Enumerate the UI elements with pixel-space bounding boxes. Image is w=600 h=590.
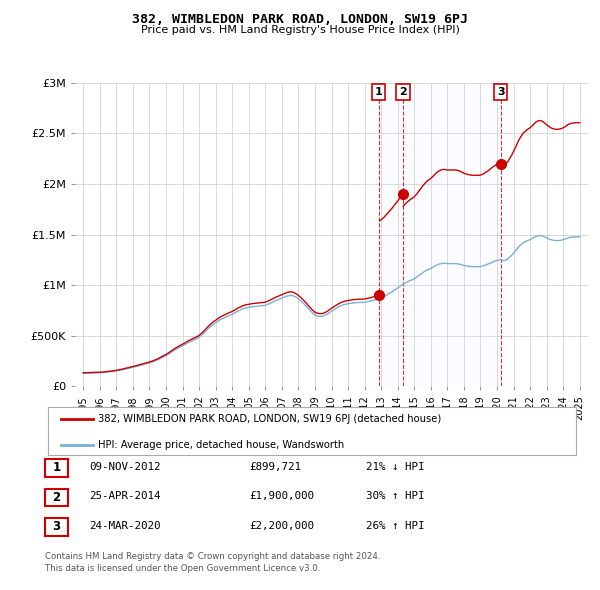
Text: 2: 2: [52, 491, 61, 504]
Text: Price paid vs. HM Land Registry's House Price Index (HPI): Price paid vs. HM Land Registry's House …: [140, 25, 460, 35]
Bar: [379, 83, 501, 386]
Text: 3: 3: [497, 87, 505, 97]
Text: This data is licensed under the Open Government Licence v3.0.: This data is licensed under the Open Gov…: [45, 564, 320, 573]
Text: £2,200,000: £2,200,000: [249, 521, 314, 530]
Text: 09-NOV-2012: 09-NOV-2012: [89, 462, 160, 471]
Text: 25-APR-2014: 25-APR-2014: [89, 491, 160, 501]
Text: 2: 2: [399, 87, 407, 97]
Text: 3: 3: [52, 520, 61, 533]
Text: 382, WIMBLEDON PARK ROAD, LONDON, SW19 6PJ: 382, WIMBLEDON PARK ROAD, LONDON, SW19 6…: [132, 13, 468, 26]
Text: £899,721: £899,721: [249, 462, 301, 471]
Text: 26% ↑ HPI: 26% ↑ HPI: [366, 521, 425, 530]
Text: 1: 1: [52, 461, 61, 474]
Text: HPI: Average price, detached house, Wandsworth: HPI: Average price, detached house, Wand…: [98, 440, 344, 450]
Text: 30% ↑ HPI: 30% ↑ HPI: [366, 491, 425, 501]
Text: 1: 1: [375, 87, 383, 97]
Text: £1,900,000: £1,900,000: [249, 491, 314, 501]
Text: 21% ↓ HPI: 21% ↓ HPI: [366, 462, 425, 471]
Text: 382, WIMBLEDON PARK ROAD, LONDON, SW19 6PJ (detached house): 382, WIMBLEDON PARK ROAD, LONDON, SW19 6…: [98, 414, 442, 424]
Text: 24-MAR-2020: 24-MAR-2020: [89, 521, 160, 530]
Text: Contains HM Land Registry data © Crown copyright and database right 2024.: Contains HM Land Registry data © Crown c…: [45, 552, 380, 561]
